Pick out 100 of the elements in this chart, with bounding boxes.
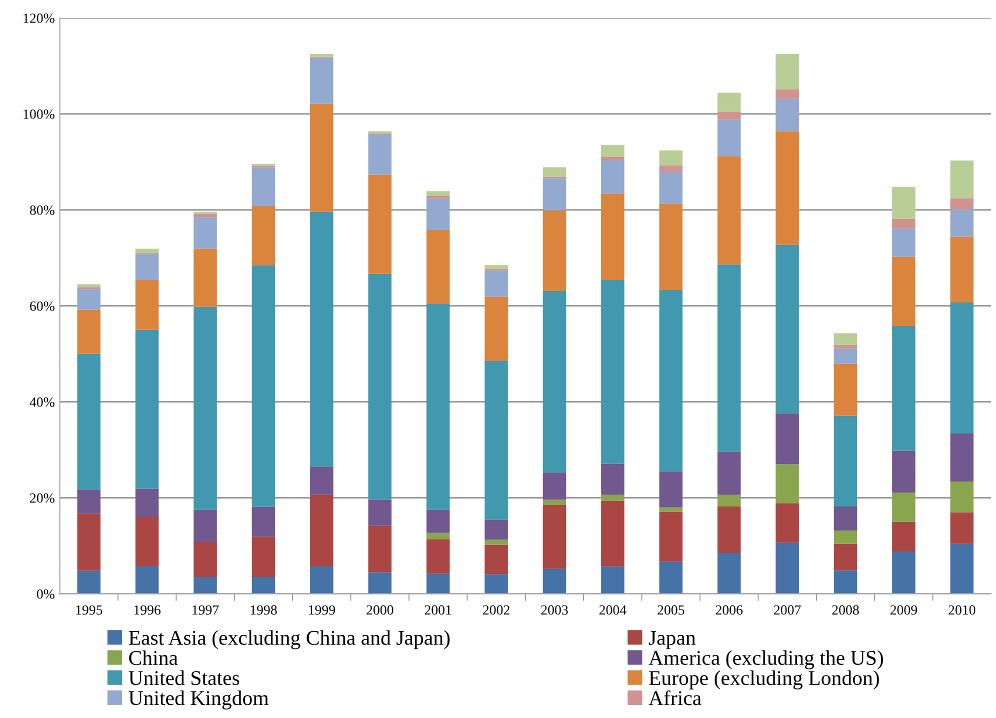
y-tick-label: 60% bbox=[30, 301, 54, 311]
bar bbox=[776, 503, 799, 543]
bar bbox=[135, 566, 159, 594]
bar bbox=[252, 506, 276, 537]
bar bbox=[717, 264, 741, 452]
x-tick-label: 2003 bbox=[541, 605, 568, 615]
bar bbox=[776, 542, 799, 594]
bar bbox=[834, 506, 858, 530]
bar bbox=[892, 228, 916, 257]
bar bbox=[426, 304, 450, 510]
x-tick-label: 1997 bbox=[192, 605, 219, 615]
x-tick-label: 2010 bbox=[948, 605, 976, 615]
bar bbox=[659, 507, 683, 512]
bar bbox=[717, 92, 741, 112]
legend-label: Japan bbox=[648, 631, 696, 650]
bar bbox=[834, 544, 858, 570]
bar bbox=[368, 134, 392, 175]
x-tick-label: 1995 bbox=[76, 605, 102, 615]
bar bbox=[601, 566, 624, 594]
bar bbox=[659, 172, 683, 204]
bar bbox=[659, 471, 683, 508]
bar bbox=[892, 492, 916, 522]
bar bbox=[776, 244, 799, 414]
bar bbox=[484, 574, 508, 594]
bar bbox=[484, 361, 508, 520]
bar bbox=[368, 274, 392, 500]
bar bbox=[776, 89, 799, 99]
bar bbox=[601, 194, 624, 280]
bar bbox=[310, 212, 334, 467]
bar bbox=[542, 210, 566, 291]
bar bbox=[135, 280, 159, 330]
bar bbox=[717, 494, 741, 506]
x-tick-label: 2008 bbox=[832, 605, 859, 615]
bar bbox=[484, 520, 508, 540]
y-tick-label: 40% bbox=[30, 397, 54, 407]
bar bbox=[601, 160, 624, 194]
bar bbox=[194, 217, 217, 249]
bar bbox=[252, 576, 276, 594]
bar bbox=[950, 512, 974, 544]
bar bbox=[950, 160, 974, 198]
y-tick-label: 0% bbox=[36, 589, 54, 599]
bar bbox=[834, 344, 858, 349]
y-tick-label: 100% bbox=[24, 110, 54, 119]
bar bbox=[659, 512, 683, 562]
bar bbox=[135, 330, 159, 489]
bar bbox=[426, 510, 450, 533]
bar bbox=[194, 510, 217, 542]
bar bbox=[717, 156, 741, 265]
bar bbox=[892, 552, 916, 594]
bar bbox=[542, 290, 566, 472]
bar bbox=[310, 104, 334, 212]
bar bbox=[426, 532, 450, 540]
x-tick-label: 2009 bbox=[890, 605, 918, 615]
bar bbox=[368, 174, 392, 274]
bar bbox=[717, 506, 741, 553]
legend-label: East Asia (excluding China and Japan) bbox=[128, 630, 450, 650]
bar bbox=[194, 542, 217, 577]
legend-label: America (excluding the US) bbox=[648, 650, 883, 670]
legend-label: Europe (excluding London) bbox=[649, 670, 879, 690]
bar bbox=[601, 464, 624, 495]
bar bbox=[834, 530, 858, 544]
bar bbox=[717, 553, 741, 594]
bar bbox=[135, 254, 159, 280]
bar bbox=[950, 482, 974, 512]
bar bbox=[77, 354, 101, 490]
bar bbox=[77, 514, 101, 571]
bar bbox=[776, 131, 799, 245]
bar bbox=[834, 348, 858, 364]
bar bbox=[194, 214, 217, 218]
bar bbox=[892, 186, 916, 220]
bar bbox=[659, 562, 683, 594]
bar bbox=[484, 544, 508, 574]
x-tick-label: 1999 bbox=[309, 605, 335, 615]
x-tick-label: 2005 bbox=[658, 605, 684, 615]
bar bbox=[892, 256, 916, 326]
bar bbox=[426, 196, 450, 198]
bar bbox=[368, 572, 392, 594]
bar bbox=[717, 112, 741, 120]
bar bbox=[77, 570, 101, 594]
bar bbox=[950, 544, 974, 594]
bar bbox=[77, 289, 101, 310]
bar bbox=[77, 490, 101, 514]
bar bbox=[484, 540, 508, 545]
bar bbox=[776, 413, 799, 464]
x-tick-label: 2001 bbox=[424, 605, 452, 615]
bar bbox=[776, 98, 799, 132]
y-tick-label: 20% bbox=[30, 493, 54, 503]
bar bbox=[601, 280, 624, 464]
bar bbox=[601, 494, 624, 501]
bar bbox=[194, 306, 217, 510]
bar bbox=[950, 209, 974, 237]
bar bbox=[834, 333, 858, 345]
bar bbox=[252, 536, 276, 577]
bar bbox=[484, 296, 508, 362]
legend-label: United Kingdom bbox=[128, 690, 269, 710]
bar bbox=[834, 570, 858, 594]
bar bbox=[426, 191, 450, 196]
bar bbox=[892, 326, 916, 451]
bar bbox=[542, 568, 566, 594]
legend-label: United States bbox=[128, 670, 240, 686]
